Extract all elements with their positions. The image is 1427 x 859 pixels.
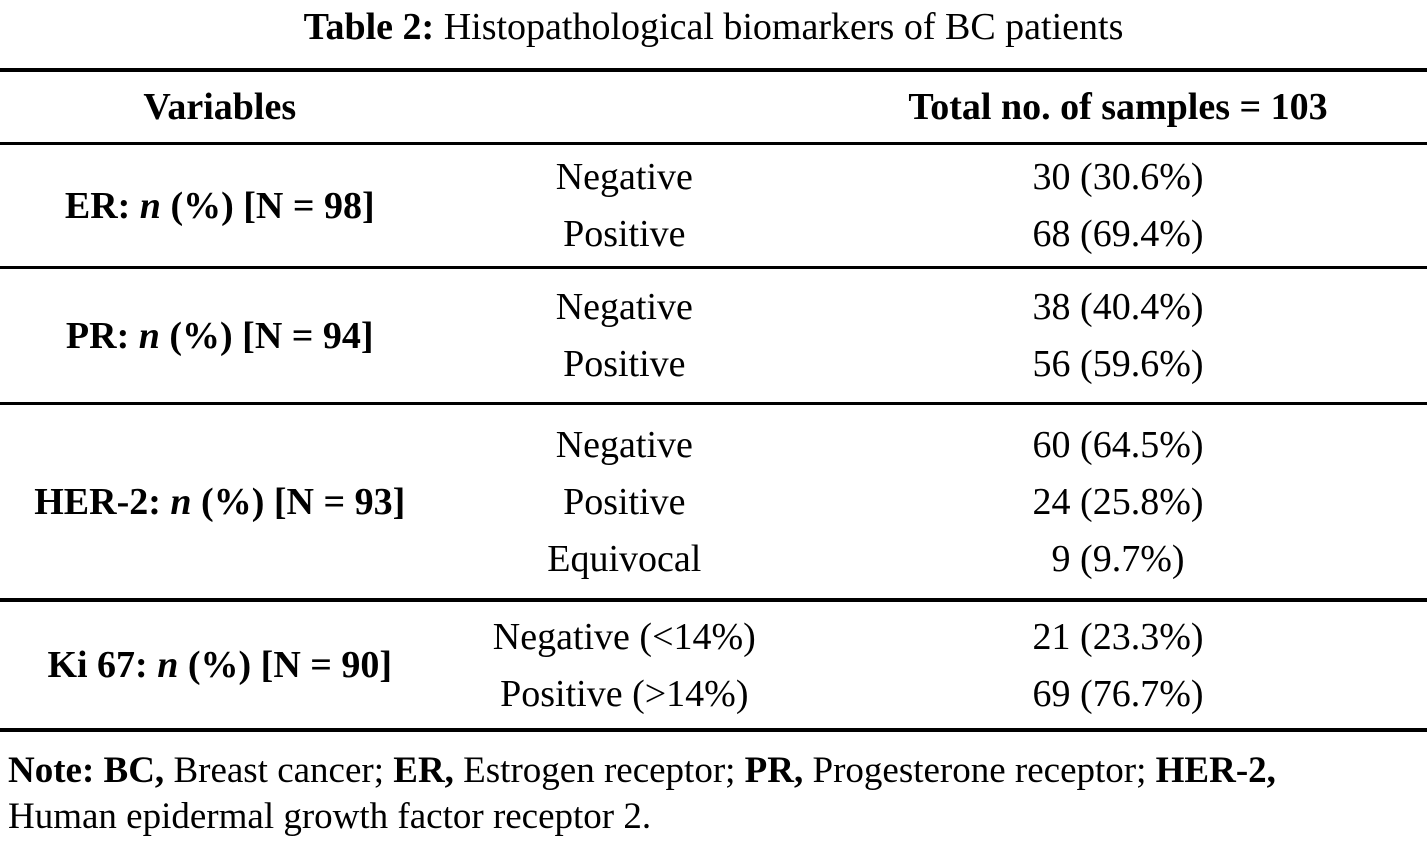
value-column: 21 (23.3%) 69 (76.7%) [809, 602, 1427, 728]
table-section-pr: PR: n (%) [N = 94] Negative Positive 38 … [0, 269, 1427, 405]
category-cell: Negative [555, 156, 693, 198]
value-cell: 56 (59.6%) [1032, 343, 1204, 385]
value-cell: 68 (69.4%) [1032, 213, 1204, 255]
category-column: Negative Positive [440, 145, 810, 266]
table-title-text: Histopathological biomarkers of BC patie… [434, 6, 1124, 48]
category-cell: Positive [563, 213, 686, 255]
value-cell: 30 (30.6%) [1032, 156, 1204, 198]
category-cell: Negative (<14%) [492, 615, 756, 658]
value-cell: 21 (23.3%) [1032, 615, 1204, 658]
biomarker-table: Variables Total no. of samples = 103 ER:… [0, 68, 1427, 732]
table-header-row: Variables Total no. of samples = 103 [0, 72, 1427, 145]
value-column: 30 (30.6%) 68 (69.4%) [809, 145, 1427, 266]
table-title-label: Table 2: [303, 6, 435, 48]
category-cell: Positive [563, 343, 686, 385]
variable-label-er: ER: n (%) [N = 98] [64, 184, 375, 227]
table-title: Table 2: Histopathological biomarkers of… [0, 0, 1427, 68]
category-cell: Negative [555, 286, 693, 328]
header-variables: Variables [143, 86, 297, 128]
category-cell: Positive (>14%) [500, 672, 749, 715]
table-section-ki67: Ki 67: n (%) [N = 90] Negative (<14%) Po… [0, 602, 1427, 728]
category-column: Negative (<14%) Positive (>14%) [440, 602, 810, 728]
footnote-line-2: Human epidermal growth factor receptor 2… [8, 796, 652, 838]
category-cell: Positive [563, 480, 686, 523]
value-cell: 9 (9.7%) [1051, 537, 1185, 580]
table-section-her2: HER-2: n (%) [N = 93] Negative Positive … [0, 405, 1427, 602]
variable-label-her2: HER-2: n (%) [N = 93] [34, 480, 406, 523]
table-section-er: ER: n (%) [N = 98] Negative Positive 30 … [0, 145, 1427, 269]
footnote-line-1: Note: BC, Breast cancer; ER, Estrogen re… [8, 750, 1276, 791]
footnote: Note: BC, Breast cancer; ER, Estrogen re… [0, 732, 1427, 841]
category-cell: Negative [555, 423, 693, 466]
value-cell: 24 (25.8%) [1032, 480, 1204, 523]
variable-label-pr: PR: n (%) [N = 94] [65, 314, 374, 357]
category-column: Negative Positive [440, 269, 810, 402]
value-cell: 60 (64.5%) [1032, 423, 1204, 466]
category-cell: Equivocal [547, 537, 702, 580]
value-column: 60 (64.5%) 24 (25.8%) 9 (9.7%) [809, 405, 1427, 598]
value-cell: 69 (76.7%) [1032, 672, 1204, 715]
value-cell: 38 (40.4%) [1032, 286, 1204, 328]
category-column: Negative Positive Equivocal [440, 405, 810, 598]
value-column: 38 (40.4%) 56 (59.6%) [809, 269, 1427, 402]
header-total-samples: Total no. of samples = 103 [908, 86, 1328, 128]
variable-label-ki67: Ki 67: n (%) [N = 90] [47, 644, 393, 686]
